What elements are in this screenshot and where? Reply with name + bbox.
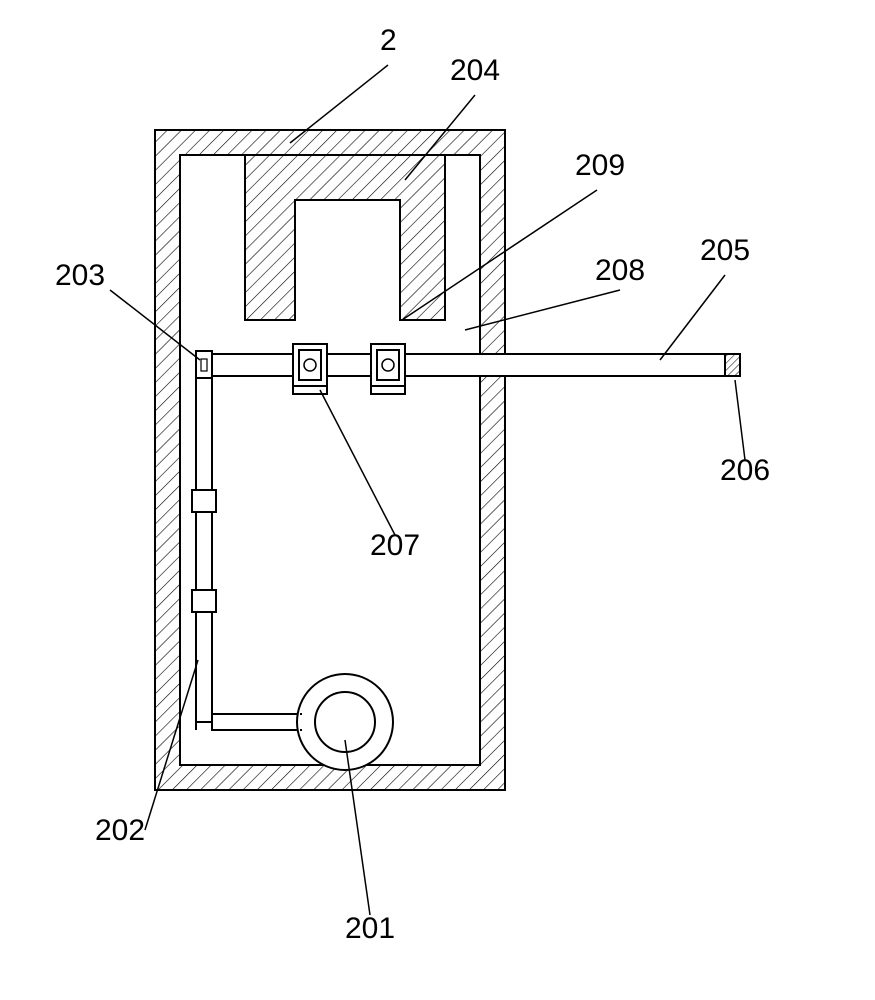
label-205: 205 <box>700 234 750 267</box>
label-208: 208 <box>595 254 645 287</box>
label-207: 207 <box>370 529 420 562</box>
label-203: 203 <box>55 259 105 292</box>
label-204: 204 <box>450 54 500 87</box>
label-2: 2 <box>380 24 397 57</box>
label-209: 209 <box>575 149 625 182</box>
label-202: 202 <box>95 814 145 847</box>
technical-diagram: 2 201 202 203 204 205 206 207 208 209 <box>0 0 875 1000</box>
label-206: 206 <box>720 454 770 487</box>
label-201: 201 <box>345 912 395 945</box>
